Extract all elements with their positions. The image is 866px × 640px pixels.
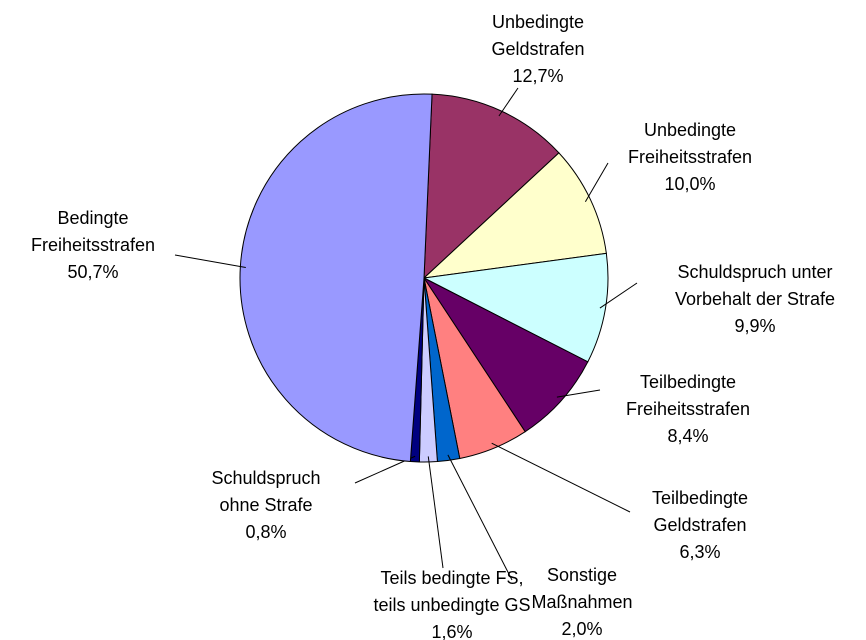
leader-line (556, 389, 601, 398)
category-label: Unbedingte Geldstrafen (491, 12, 584, 59)
slice-label: Teilbedingte Geldstrafen 6,3% (652, 488, 748, 562)
category-label: Bedingte Freiheitsstrafen (31, 208, 155, 255)
category-label: Teilbedingte Geldstrafen (652, 488, 748, 535)
category-label: Unbedingte Freiheitsstrafen (628, 120, 752, 167)
pie-slice (239, 93, 433, 463)
leader-line (447, 454, 513, 581)
leader-line (427, 456, 444, 569)
leader-line (599, 282, 638, 309)
value-label: 2,0% (561, 619, 602, 639)
pie-slice (422, 276, 589, 433)
leader-line (174, 254, 246, 268)
category-label: Teils bedingte FS, teils unbedingte GS (373, 568, 530, 615)
category-label: Sonstige Maßnahmen (531, 565, 632, 612)
slice-label: Schuldspruch ohne Strafe 0,8% (211, 468, 320, 542)
leader-line (498, 87, 519, 117)
slice-label: Teils bedingte FS, teils unbedingte GS 1,6… (373, 568, 530, 640)
leader-line (584, 162, 609, 203)
leader-line (491, 442, 631, 513)
category-label: Schuldspruch ohne Strafe (211, 468, 320, 515)
value-label: 1,6% (431, 622, 472, 640)
slice-label: Bedingte Freiheitsstrafen 50,7% (31, 208, 155, 282)
slice-label: Schuldspruch unter Vorbehalt der Strafe 9,… (675, 262, 835, 336)
value-label: 8,4% (667, 426, 708, 446)
value-label: 0,8% (245, 522, 286, 542)
slice-label: Teilbedingte Freiheitsstrafen 8,4% (626, 372, 750, 446)
pie-slice (423, 93, 560, 280)
category-label: Teilbedingte Freiheitsstrafen (626, 372, 750, 419)
value-label: 10,0% (664, 174, 715, 194)
value-label: 12,7% (512, 66, 563, 86)
slice-label: Sonstige Maßnahmen 2,0% (531, 565, 632, 639)
value-label: 50,7% (67, 262, 118, 282)
pie-slice (422, 152, 607, 279)
value-label: 9,9% (734, 316, 775, 336)
slice-label: Unbedingte Freiheitsstrafen 10,0% (628, 120, 752, 194)
value-label: 6,3% (679, 542, 720, 562)
pie-slice (422, 252, 609, 363)
category-label: Schuldspruch unter Vorbehalt der Strafe (675, 262, 835, 309)
slice-label: Unbedingte Geldstrafen 12,7% (491, 12, 584, 86)
